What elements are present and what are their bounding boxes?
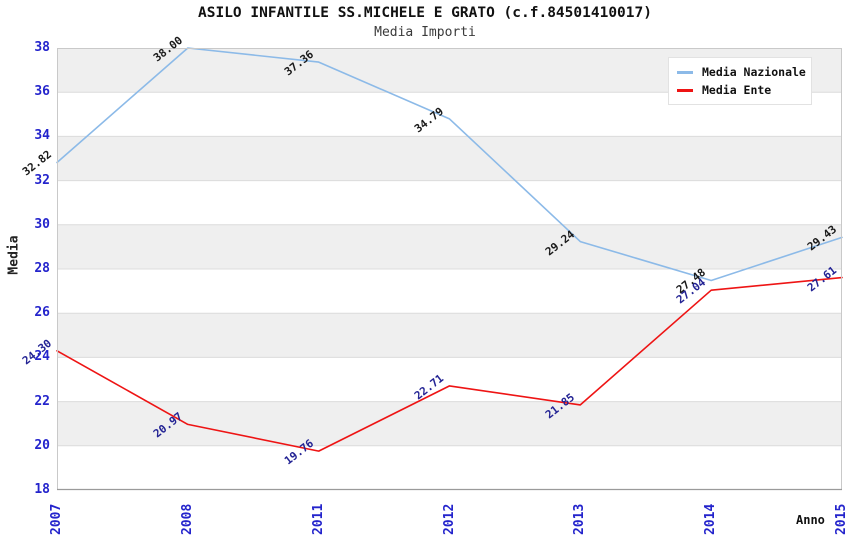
legend-swatch-icon — [677, 70, 693, 74]
series-line-media-ente — [56, 276, 843, 452]
chart-subtitle: Media Importi — [374, 25, 476, 40]
plot-band — [57, 313, 842, 358]
plot-band — [57, 445, 842, 490]
y-tick-label: 30 — [34, 216, 50, 232]
x-axis-label: Anno — [796, 513, 825, 527]
x-tick-label: 2014 — [703, 503, 719, 535]
legend: Media Nazionale Media Ente — [668, 57, 812, 105]
y-tick-label: 22 — [34, 393, 50, 409]
y-tick-label: 26 — [34, 305, 50, 321]
x-tick-label: 2007 — [49, 503, 64, 535]
y-tick-label: 28 — [34, 261, 50, 276]
legend-swatch-icon — [677, 88, 693, 92]
x-tick-label: 2013 — [572, 503, 588, 535]
legend-label: Media Ente — [702, 83, 772, 97]
plot-band — [57, 180, 842, 225]
y-tick-label: 34 — [34, 128, 50, 144]
x-tick-label: 2011 — [310, 503, 326, 535]
plot-band — [57, 224, 842, 269]
x-tick-label: 2015 — [834, 503, 849, 535]
legend-label: Media Nazionale — [702, 65, 806, 79]
y-tick-label: 18 — [34, 482, 50, 497]
plot-band — [57, 136, 842, 181]
y-tick-label: 20 — [34, 437, 50, 453]
y-tick-label: 32 — [34, 172, 50, 188]
x-tick-label: 2008 — [179, 503, 195, 535]
x-tick-label: 2012 — [441, 503, 457, 535]
y-tick-label: 24 — [34, 349, 50, 365]
legend-item: Media Nazionale — [677, 63, 806, 81]
y-tick-label: 38 — [34, 40, 50, 55]
y-tick-label: 36 — [34, 84, 50, 100]
plot-band — [57, 357, 842, 402]
chart-title: ASILO INFANTILE SS.MICHELE E GRATO (c.f.… — [198, 5, 652, 21]
legend-item: Media Ente — [677, 81, 803, 99]
